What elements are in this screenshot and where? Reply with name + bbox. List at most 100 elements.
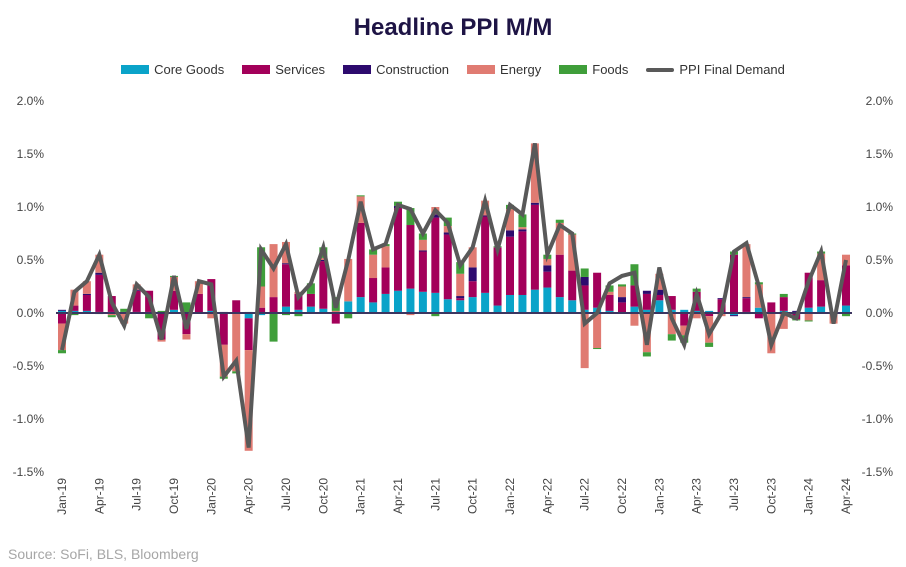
legend-item: Foods	[559, 62, 628, 77]
bar-segment-construction	[282, 263, 290, 265]
bar-segment-services	[754, 313, 763, 319]
bar-segment-energy	[742, 244, 751, 298]
legend-label: Services	[275, 62, 326, 77]
bar-segment-energy	[182, 334, 191, 340]
x-tick-label: Oct-22	[615, 478, 629, 514]
bar-segment-construction	[580, 276, 589, 286]
bar-segment-core-goods	[842, 305, 850, 313]
bar-segment-construction	[543, 265, 552, 272]
bar-segment-services	[618, 302, 626, 313]
bar-segment-foods	[406, 208, 415, 226]
bar-segment-foods	[369, 249, 378, 255]
y-tick-label-left: 1.5%	[17, 147, 45, 161]
bar-segment-core-goods	[443, 299, 452, 313]
bar-segment-services	[244, 318, 253, 351]
bar-segment-energy	[804, 313, 813, 321]
bar-segment-services	[842, 265, 850, 306]
bar-segment-services	[269, 297, 278, 313]
bar-segment-core-goods	[655, 300, 664, 313]
legend-swatch	[121, 65, 150, 74]
legend-swatch	[646, 67, 675, 72]
bar-segment-energy	[244, 350, 253, 451]
bar-segment-construction	[443, 232, 452, 235]
bar-segment-energy	[655, 273, 664, 290]
bar-segment-energy	[418, 239, 427, 251]
x-tick-label: Jan-23	[652, 478, 666, 515]
bar-segment-core-goods	[555, 297, 564, 313]
bar-segment-services	[506, 236, 514, 295]
x-tick-label: Apr-24	[839, 478, 853, 514]
y-tick-label-left: -1.0%	[13, 412, 45, 426]
bar-segment-services	[642, 293, 651, 310]
bar-segment-energy	[406, 313, 415, 316]
bar-segment-services	[667, 296, 676, 310]
legend-label: Core Goods	[154, 62, 225, 77]
bar-segment-services	[356, 222, 365, 298]
bar-segment-core-goods	[344, 301, 353, 313]
bar-segment-energy	[232, 313, 241, 372]
bar-segment-core-goods	[207, 310, 216, 313]
bar-segment-foods	[294, 313, 303, 317]
bar-segment-core-goods	[481, 292, 490, 313]
bar-segment-foods	[779, 293, 788, 298]
y-tick-label-right: 0.5%	[866, 253, 894, 267]
bar-segment-core-goods	[518, 294, 527, 313]
bar-segment-foods	[182, 302, 191, 313]
x-tick-label: Oct-19	[167, 478, 181, 514]
legend-item: Services	[242, 62, 325, 77]
bar-segment-foods	[518, 214, 527, 228]
bar-segment-core-goods	[306, 306, 315, 313]
bar-segment-core-goods	[82, 310, 91, 313]
y-tick-label-right: 0.0%	[866, 306, 894, 320]
legend-label: Construction	[376, 62, 450, 77]
bar-segment-foods	[431, 313, 440, 317]
bar-segment-foods	[705, 342, 714, 347]
bar-segment-services	[170, 290, 178, 310]
bar-segment-core-goods	[431, 292, 440, 313]
bar-segment-services	[705, 313, 714, 317]
bar-segment-energy	[82, 281, 91, 294]
bar-segment-services	[568, 270, 577, 301]
bar-segment-services	[630, 285, 639, 307]
x-tick-label: Oct-20	[316, 478, 330, 514]
bar-segment-energy	[568, 234, 577, 271]
legend: Core Goods Services Construction Energy Food…	[0, 62, 906, 77]
x-tick-label: Jul-22	[578, 478, 592, 511]
bar-segment-services	[580, 285, 589, 310]
ppi-final-demand-line	[60, 143, 848, 448]
bar-segment-foods	[356, 195, 365, 197]
bar-segment-services	[493, 247, 502, 306]
bar-segment-foods	[120, 308, 129, 312]
bar-segment-energy	[468, 247, 477, 268]
bar-segment-energy	[817, 253, 826, 281]
bar-segment-construction	[95, 272, 104, 275]
bar-segment-core-goods	[468, 297, 477, 313]
bar-segment-energy	[593, 313, 602, 348]
bar-segment-services	[394, 208, 402, 291]
bar-segment-foods	[555, 219, 564, 223]
x-tick-label: Apr-22	[540, 478, 554, 514]
bar-segment-core-goods	[282, 306, 290, 313]
bar-segment-energy	[580, 313, 589, 369]
legend-item: PPI Final Demand	[646, 62, 785, 77]
bar-segment-construction	[530, 202, 539, 205]
bar-segment-construction	[506, 230, 514, 237]
bar-segment-energy	[58, 323, 66, 351]
legend-label: Energy	[500, 62, 542, 77]
bar-segment-energy	[219, 344, 228, 377]
y-tick-label-left: 1.0%	[17, 200, 45, 214]
x-tick-label: Jul-21	[428, 478, 442, 511]
bar-segment-energy	[319, 257, 328, 260]
bar-segment-energy	[630, 313, 639, 326]
bar-segment-foods	[282, 313, 290, 316]
bar-segment-services	[369, 278, 378, 303]
bar-segment-foods	[605, 285, 614, 292]
bar-segment-services	[655, 294, 664, 301]
x-tick-label: Jul-20	[279, 478, 293, 511]
bar-segment-services	[257, 307, 266, 313]
bar-segment-energy	[344, 258, 353, 302]
bar-segment-services	[817, 280, 826, 307]
bar-segment-foods	[618, 284, 626, 287]
bar-segment-core-goods	[630, 306, 639, 313]
y-tick-label-left: 2.0%	[17, 94, 45, 108]
